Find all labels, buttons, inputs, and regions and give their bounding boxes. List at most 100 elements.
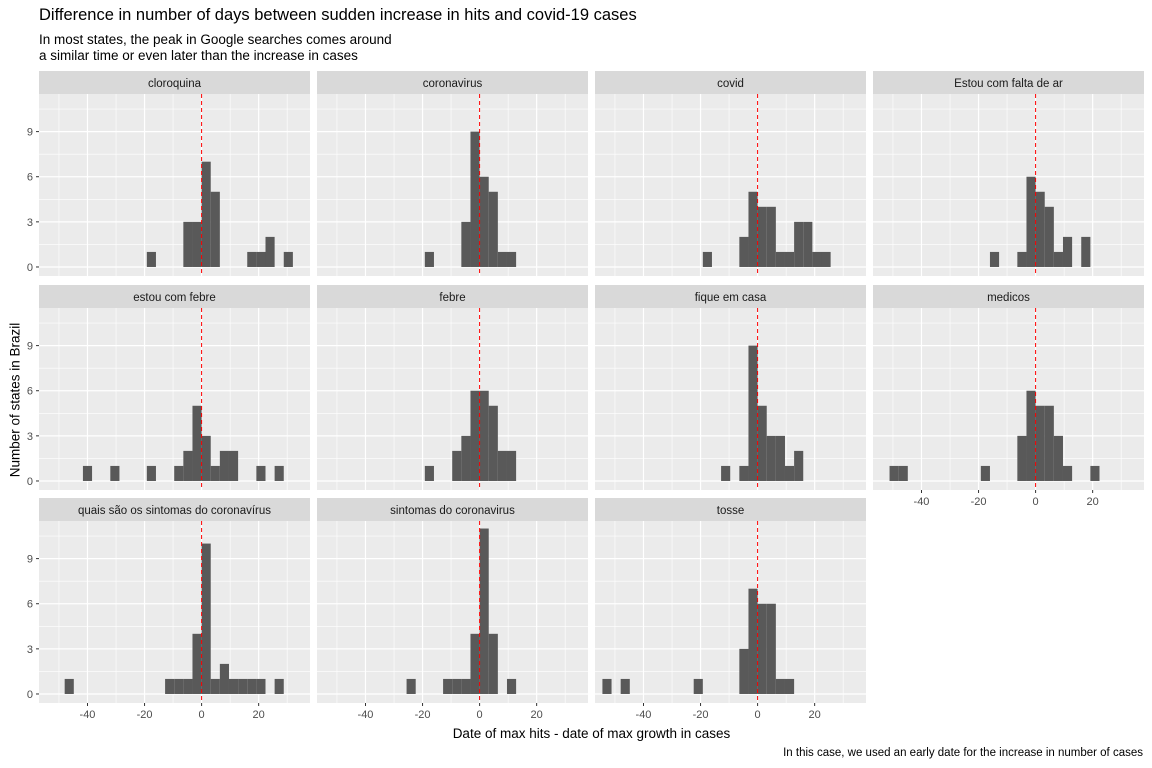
- histogram-bar: [748, 345, 758, 481]
- histogram-bar: [1062, 236, 1073, 267]
- histogram-bar: [748, 588, 758, 694]
- facet-strip-label: sintomas do coronavirus: [390, 505, 515, 517]
- histogram-bar: [739, 465, 749, 481]
- y-tick-label: 0: [27, 262, 33, 274]
- x-tick-label: -20: [971, 496, 987, 508]
- histogram-bar: [424, 465, 434, 481]
- facet-strip: [595, 498, 866, 521]
- x-tick-label: 0: [199, 709, 205, 721]
- histogram-bar: [506, 450, 517, 481]
- panel-background: [317, 521, 588, 703]
- facet-panel-covid: covid: [595, 71, 866, 276]
- facet-strip-label: covid: [717, 78, 744, 90]
- histogram-bar: [183, 678, 193, 694]
- histogram-bar: [247, 251, 257, 267]
- histogram-bar: [461, 678, 471, 694]
- panel-background: [39, 308, 310, 490]
- histogram-bar: [479, 528, 489, 694]
- facet-strip-label: febre: [439, 292, 465, 304]
- histogram-bar: [192, 221, 202, 267]
- histogram-bar: [748, 191, 758, 267]
- histogram-bar: [461, 435, 471, 481]
- histogram-bar: [470, 131, 480, 267]
- histogram-bar: [265, 236, 275, 267]
- histogram-bar: [766, 603, 776, 694]
- histogram-bar: [256, 465, 266, 481]
- facet-panel-sintomas-do-coronavirus: sintomas do coronavirus -40 -20 0 20: [317, 498, 588, 721]
- facet-strip: [39, 285, 310, 308]
- histogram-bar: [775, 251, 785, 267]
- x-tick-label: 20: [1087, 496, 1099, 508]
- panel-background: [873, 94, 1144, 276]
- x-tick-label: -20: [415, 709, 431, 721]
- facet-strip-label: estou com febre: [133, 292, 215, 304]
- chart-subtitle-line-1: In most states, the peak in Google searc…: [39, 32, 392, 47]
- facet-strip-label: quais são os sintomas do coronavírus: [78, 505, 271, 517]
- histogram-bar: [766, 206, 776, 267]
- histogram-bar: [283, 251, 293, 267]
- panel-background: [595, 521, 866, 703]
- histogram-bar: [784, 251, 795, 267]
- histogram-bar: [228, 678, 239, 694]
- histogram-bar: [488, 633, 498, 694]
- facet-strip: [317, 498, 588, 521]
- histogram-bar: [64, 678, 74, 694]
- histogram-bar: [470, 633, 480, 694]
- histogram-bar: [470, 390, 480, 481]
- y-tick-label: 9: [27, 127, 33, 139]
- facet-strip-label: coronavirus: [423, 78, 483, 90]
- x-tick-label: -40: [914, 496, 930, 508]
- histogram-bar: [183, 450, 193, 481]
- histogram-bar: [980, 465, 990, 481]
- histogram-bar: [406, 678, 416, 694]
- histogram-bar: [506, 251, 517, 267]
- histogram-bar: [739, 648, 749, 694]
- histogram-bar: [1090, 465, 1100, 481]
- histogram-bar: [812, 251, 822, 267]
- histogram-bar: [794, 450, 804, 481]
- facet-panel-cloroquina: cloroquina 0 3 6 9: [27, 71, 310, 276]
- y-tick-label: 0: [27, 476, 33, 488]
- histogram-bar: [174, 678, 184, 694]
- histogram-bar: [479, 390, 489, 481]
- histogram-bar: [424, 251, 434, 267]
- x-tick-label: -20: [693, 709, 709, 721]
- chart-subtitle: In most states, the peak in Google searc…: [39, 32, 392, 64]
- histogram-bar: [210, 191, 220, 267]
- histogram-bar: [110, 465, 120, 481]
- x-tick-label: -40: [358, 709, 374, 721]
- histogram-bar: [247, 678, 257, 694]
- histogram-bar: [757, 405, 767, 481]
- histogram-bar: [219, 663, 229, 694]
- x-tick-label: 0: [477, 709, 483, 721]
- facet-strip: [39, 498, 310, 521]
- histogram-bar: [238, 678, 248, 694]
- histogram-bar: [1081, 236, 1091, 267]
- histogram-bar: [784, 465, 795, 481]
- facet-panel-medicos: medicos -40 -20 0 20: [873, 285, 1144, 508]
- histogram-bar: [210, 678, 220, 694]
- histogram-bar: [201, 161, 211, 267]
- histogram-bar: [898, 465, 908, 481]
- x-tick-label: 0: [755, 709, 761, 721]
- histogram-bar: [784, 678, 795, 694]
- histogram-bar: [989, 251, 1000, 267]
- facet-panel-estou-com-febre: estou com febre 0 3 6 9: [27, 285, 310, 490]
- histogram-bar: [506, 678, 517, 694]
- histogram-bar: [602, 678, 612, 694]
- histogram-bar: [201, 435, 211, 481]
- panel-background: [39, 94, 310, 276]
- chart-caption: In this case, we used an early date for …: [783, 747, 1143, 759]
- x-tick-label: 20: [253, 709, 265, 721]
- histogram-bar: [256, 678, 266, 694]
- histogram-bar: [452, 678, 462, 694]
- facet-strip: [39, 71, 310, 94]
- y-tick-label: 6: [27, 386, 33, 398]
- histogram-bar: [1044, 405, 1054, 481]
- histogram-bar: [210, 465, 220, 481]
- histogram-bar: [1026, 176, 1036, 267]
- histogram-bar: [1062, 465, 1073, 481]
- histogram-bar: [146, 251, 156, 267]
- histogram-bar: [757, 603, 767, 694]
